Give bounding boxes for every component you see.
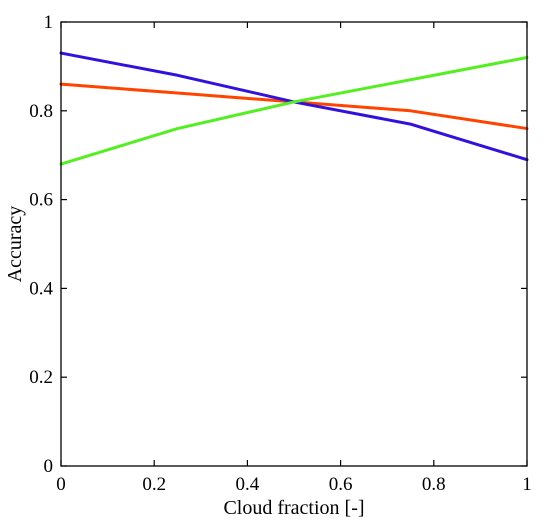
y-tick-label: 0.4 (29, 278, 53, 299)
plot-frame (60, 21, 528, 467)
tick-layer: 0 0.2 0.4 0.6 0.8 1 0 0.2 0.4 0.6 0.8 1 (29, 12, 532, 495)
x-axis-label: Cloud fraction [-] (223, 497, 364, 519)
x-tick-label: 0.4 (236, 474, 260, 495)
series-layer (59, 51, 529, 166)
series-line-3 (59, 56, 529, 166)
y-tick-label: 0.2 (29, 367, 53, 388)
y-tick-label: 0.6 (29, 190, 53, 211)
plot-area (61, 22, 527, 466)
x-tick-label: 0.6 (329, 474, 353, 495)
y-tick-label: 0 (44, 456, 54, 477)
x-tick-label: 0 (56, 474, 66, 495)
x-tick-label: 0.8 (422, 474, 446, 495)
x-tick-label: 1 (522, 474, 532, 495)
x-tick-label: 0.2 (142, 474, 166, 495)
y-tick-label: 1 (44, 12, 54, 33)
y-axis-label: Accuracy (4, 206, 26, 283)
y-tick-label: 0.8 (29, 101, 53, 122)
